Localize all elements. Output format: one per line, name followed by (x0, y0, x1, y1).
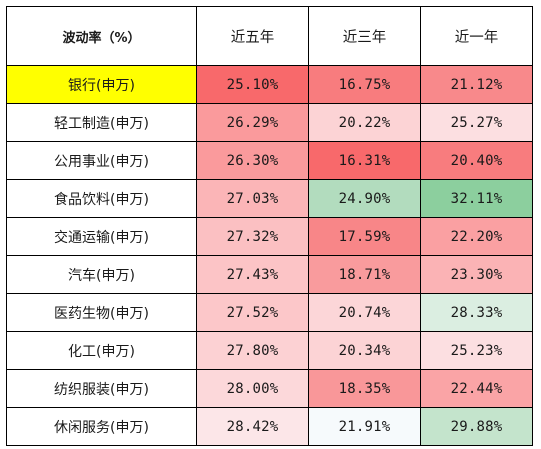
value-5y-cell[interactable]: 28.42% (196, 407, 309, 446)
value-3y-cell[interactable]: 20.74% (308, 293, 421, 332)
industry-name-cell[interactable]: 休闲服务(申万) (6, 407, 197, 446)
table-row: 食品饮料(申万) 27.03% 24.90% 32.11% (6, 179, 533, 218)
value-5y-cell[interactable]: 27.03% (196, 179, 309, 218)
value-1y-cell[interactable]: 22.44% (420, 369, 533, 408)
value-1y-cell[interactable]: 29.88% (420, 407, 533, 446)
industry-name-cell[interactable]: 汽车(申万) (6, 255, 197, 294)
value-3y-cell[interactable]: 17.59% (308, 217, 421, 256)
value-5y-cell[interactable]: 27.80% (196, 331, 309, 370)
column-header-1y[interactable]: 近一年 (420, 6, 533, 66)
industry-name-cell[interactable]: 医药生物(申万) (6, 293, 197, 332)
volatility-table: 波动率（%） 近五年 近三年 近一年 银行(申万) 25.10% 16.75% 21.… (6, 6, 533, 446)
value-3y-cell[interactable]: 24.90% (308, 179, 421, 218)
value-5y-cell[interactable]: 27.52% (196, 293, 309, 332)
industry-name-cell[interactable]: 银行(申万) (6, 65, 197, 104)
industry-name-cell[interactable]: 纺织服装(申万) (6, 369, 197, 408)
table-row: 纺织服装(申万) 28.00% 18.35% 22.44% (6, 369, 533, 408)
value-1y-cell[interactable]: 28.33% (420, 293, 533, 332)
table-body: 银行(申万) 25.10% 16.75% 21.12% 轻工制造(申万) 26.29% 20… (6, 65, 533, 446)
industry-name-cell[interactable]: 食品饮料(申万) (6, 179, 197, 218)
value-3y-cell[interactable]: 20.22% (308, 103, 421, 142)
value-3y-cell[interactable]: 21.91% (308, 407, 421, 446)
industry-name-cell[interactable]: 化工(申万) (6, 331, 197, 370)
value-1y-cell[interactable]: 32.11% (420, 179, 533, 218)
table-row: 银行(申万) 25.10% 16.75% 21.12% (6, 65, 533, 104)
value-1y-cell[interactable]: 25.23% (420, 331, 533, 370)
value-5y-cell[interactable]: 26.30% (196, 141, 309, 180)
column-header-5y[interactable]: 近五年 (196, 6, 309, 66)
value-3y-cell[interactable]: 16.31% (308, 141, 421, 180)
value-3y-cell[interactable]: 18.71% (308, 255, 421, 294)
table-row: 汽车(申万) 27.43% 18.71% 23.30% (6, 255, 533, 294)
industry-name-cell[interactable]: 交通运输(申万) (6, 217, 197, 256)
column-header-3y[interactable]: 近三年 (308, 6, 421, 66)
header-row: 波动率（%） 近五年 近三年 近一年 (6, 6, 533, 66)
industry-name-cell[interactable]: 轻工制造(申万) (6, 103, 197, 142)
table-row: 公用事业(申万) 26.30% 16.31% 20.40% (6, 141, 533, 180)
table-row: 化工(申万) 27.80% 20.34% 25.23% (6, 331, 533, 370)
value-1y-cell[interactable]: 22.20% (420, 217, 533, 256)
value-3y-cell[interactable]: 16.75% (308, 65, 421, 104)
table-row: 交通运输(申万) 27.32% 17.59% 22.20% (6, 217, 533, 256)
table-row: 医药生物(申万) 27.52% 20.74% 28.33% (6, 293, 533, 332)
volatility-sheet: 波动率（%） 近五年 近三年 近一年 银行(申万) 25.10% 16.75% 21.… (6, 6, 533, 446)
value-1y-cell[interactable]: 25.27% (420, 103, 533, 142)
value-5y-cell[interactable]: 25.10% (196, 65, 309, 104)
corner-header[interactable]: 波动率（%） (6, 6, 197, 66)
industry-name-cell[interactable]: 公用事业(申万) (6, 141, 197, 180)
value-1y-cell[interactable]: 23.30% (420, 255, 533, 294)
value-5y-cell[interactable]: 28.00% (196, 369, 309, 408)
value-5y-cell[interactable]: 27.43% (196, 255, 309, 294)
value-5y-cell[interactable]: 26.29% (196, 103, 309, 142)
value-3y-cell[interactable]: 18.35% (308, 369, 421, 408)
table-row: 休闲服务(申万) 28.42% 21.91% 29.88% (6, 407, 533, 446)
value-5y-cell[interactable]: 27.32% (196, 217, 309, 256)
value-1y-cell[interactable]: 21.12% (420, 65, 533, 104)
value-1y-cell[interactable]: 20.40% (420, 141, 533, 180)
table-row: 轻工制造(申万) 26.29% 20.22% 25.27% (6, 103, 533, 142)
value-3y-cell[interactable]: 20.34% (308, 331, 421, 370)
